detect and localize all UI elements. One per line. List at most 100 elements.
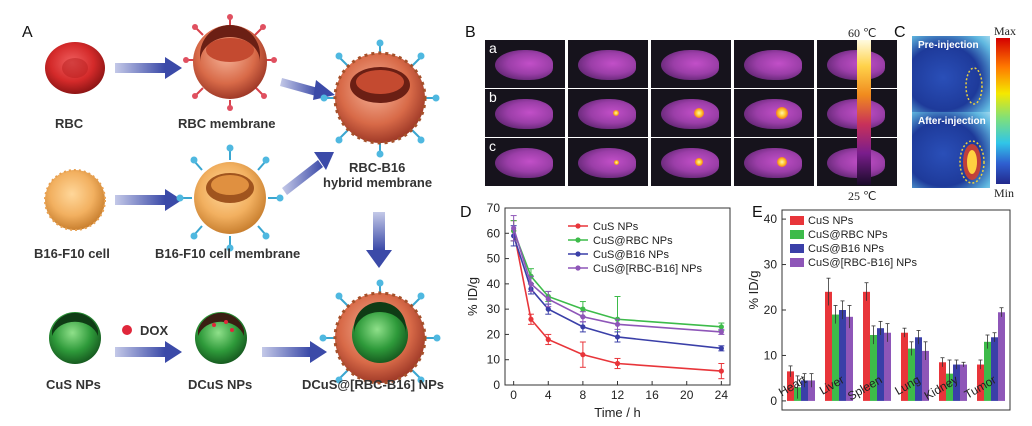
thermal-image-cell <box>568 138 648 186</box>
legend-label: CuS NPs <box>808 215 854 227</box>
arrow-b16-membrane-to-hybrid <box>282 152 334 195</box>
y-tick-label: 10 <box>764 348 778 362</box>
hybrid-membrane-illustration <box>320 39 440 158</box>
x-tick-label: 0 <box>510 388 517 402</box>
mouse-silhouette <box>578 50 636 80</box>
data-point <box>614 334 621 340</box>
thermal-image-cell <box>568 40 648 88</box>
panel-label-b: B <box>465 24 476 41</box>
arrow-rbc-to-membrane <box>115 57 182 79</box>
final-np-illustration <box>319 279 441 385</box>
intensity-colorbar <box>996 38 1010 184</box>
thermal-image-cell <box>568 89 648 137</box>
bar <box>915 337 922 401</box>
mouse-silhouette <box>827 148 885 178</box>
mouse-silhouette <box>827 50 885 80</box>
pre-injection-image: Pre-injection <box>912 36 990 112</box>
data-point <box>718 368 724 374</box>
data-point <box>580 314 586 320</box>
bar <box>984 341 991 401</box>
bar <box>884 332 891 401</box>
hotspot <box>776 107 788 119</box>
y-tick-label: 0 <box>770 394 777 408</box>
mouse-silhouette <box>744 148 802 178</box>
bar <box>787 371 794 401</box>
arrow-membrane-to-hybrid <box>280 78 335 100</box>
hotspot <box>613 110 619 116</box>
legend-marker <box>575 237 581 243</box>
legend-label: CuS@RBC NPs <box>808 229 888 241</box>
y-tick-label: 40 <box>487 277 501 291</box>
panel-label-a: A <box>22 24 33 41</box>
y-tick-label: 20 <box>764 303 778 317</box>
hotspot <box>695 158 703 166</box>
intensity-min-label: Min <box>994 186 1015 200</box>
label-dcus-nps: DCuS NPs <box>188 377 253 392</box>
bar <box>998 312 1005 401</box>
series-line <box>512 230 722 372</box>
bar <box>977 364 984 401</box>
y-axis-label: % ID/g <box>746 270 761 309</box>
mouse-silhouette <box>495 50 553 80</box>
series-line <box>512 235 722 350</box>
data-point <box>614 360 621 367</box>
rbc-illustration <box>45 42 105 94</box>
dcus-np-illustration <box>195 312 247 364</box>
thermal-image-cell <box>734 138 814 186</box>
synthesis-schematic <box>44 14 441 385</box>
label-rbc-membrane: RBC membrane <box>178 116 276 131</box>
thermal-image-cell <box>485 138 565 186</box>
thermal-scale-max: 60 ℃ <box>848 26 877 40</box>
bar <box>846 316 853 401</box>
legend-marker <box>575 251 581 257</box>
data-point <box>718 324 724 330</box>
data-point <box>718 345 724 351</box>
mouse-silhouette <box>744 50 802 80</box>
y-tick-label: 0 <box>493 378 500 392</box>
y-tick-label: 70 <box>487 201 501 215</box>
x-tick-label: 4 <box>545 388 552 402</box>
mouse-silhouette <box>495 148 553 178</box>
b16-cell-illustration <box>44 169 106 231</box>
x-tick-label: 8 <box>580 388 587 402</box>
mouse-silhouette <box>744 99 802 129</box>
thermal-image-cell <box>651 89 731 137</box>
x-axis-label: Time / h <box>594 405 640 420</box>
cus-np-illustration <box>49 312 101 364</box>
legend-swatch <box>790 216 804 225</box>
arrow-hybrid-down <box>366 212 392 268</box>
data-point <box>545 296 551 302</box>
mouse-silhouette <box>661 99 719 129</box>
bar <box>922 350 929 401</box>
data-point <box>545 306 551 312</box>
intensity-max-label: Max <box>994 24 1016 38</box>
data-point <box>580 306 586 312</box>
bar <box>839 310 846 401</box>
thermal-image-cell <box>651 138 731 186</box>
y-tick-label: 20 <box>487 327 501 341</box>
bar <box>832 314 839 401</box>
thermal-image-cell <box>651 40 731 88</box>
hotspot <box>613 159 619 165</box>
bar <box>877 328 884 401</box>
y-tick-label: 30 <box>487 302 501 316</box>
thermal-image-cell <box>734 40 814 88</box>
x-tick-label: 24 <box>715 388 729 402</box>
arrow-dcus-to-final <box>262 341 327 363</box>
legend-label: CuS@[RBC-B16] NPs <box>808 257 917 269</box>
bar <box>991 337 998 401</box>
data-point <box>511 225 517 231</box>
legend-marker <box>575 223 581 229</box>
b16-membrane-illustration <box>176 144 284 252</box>
y-tick-label: 30 <box>764 258 778 272</box>
thermal-row-label-b: b <box>489 89 497 105</box>
thermal-row-label-c: c <box>489 138 496 154</box>
y-tick-label: 40 <box>764 212 778 226</box>
label-rbc: RBC <box>55 116 84 131</box>
panel-label-e: E <box>752 204 763 221</box>
bar <box>908 348 915 401</box>
panel-label-c: C <box>894 24 906 41</box>
mouse-silhouette <box>578 99 636 129</box>
label-hybrid-line1: RBC-B16 <box>349 160 406 175</box>
bar <box>960 364 967 401</box>
